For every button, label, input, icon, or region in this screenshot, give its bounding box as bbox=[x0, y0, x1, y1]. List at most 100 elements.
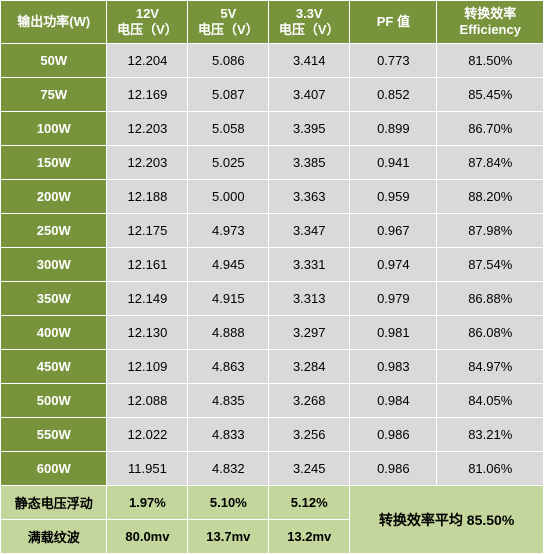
cell-pf: 0.773 bbox=[350, 44, 437, 78]
cell-12v: 12.161 bbox=[107, 248, 188, 282]
float-5v: 5.10% bbox=[188, 486, 269, 520]
cell-5v: 4.863 bbox=[188, 350, 269, 384]
cell-3v3: 3.385 bbox=[269, 146, 350, 180]
cell-efficiency: 87.54% bbox=[437, 248, 544, 282]
cell-pf: 0.899 bbox=[350, 112, 437, 146]
cell-5v: 5.000 bbox=[188, 180, 269, 214]
cell-12v: 12.022 bbox=[107, 418, 188, 452]
header-3v3-l1: 3.3V bbox=[296, 6, 323, 21]
cell-efficiency: 81.50% bbox=[437, 44, 544, 78]
power-label: 200W bbox=[1, 180, 107, 214]
cell-pf: 0.986 bbox=[350, 452, 437, 486]
header-eff-l2: Efficiency bbox=[460, 22, 521, 37]
header-3v3: 3.3V电压（V） bbox=[269, 1, 350, 44]
power-label: 400W bbox=[1, 316, 107, 350]
cell-3v3: 3.313 bbox=[269, 282, 350, 316]
power-label: 100W bbox=[1, 112, 107, 146]
power-label: 75W bbox=[1, 78, 107, 112]
cell-efficiency: 86.08% bbox=[437, 316, 544, 350]
header-row: 输出功率(W) 12V电压（V） 5V电压（V） 3.3V电压（V） PF 值 … bbox=[1, 1, 544, 44]
cell-5v: 5.058 bbox=[188, 112, 269, 146]
cell-pf: 0.852 bbox=[350, 78, 437, 112]
cell-efficiency: 86.88% bbox=[437, 282, 544, 316]
power-label: 600W bbox=[1, 452, 107, 486]
cell-3v3: 3.245 bbox=[269, 452, 350, 486]
cell-efficiency: 88.20% bbox=[437, 180, 544, 214]
table-row: 150W12.2035.0253.3850.94187.84% bbox=[1, 146, 544, 180]
cell-5v: 4.832 bbox=[188, 452, 269, 486]
header-5v: 5V电压（V） bbox=[188, 1, 269, 44]
cell-3v3: 3.347 bbox=[269, 214, 350, 248]
table-row: 250W12.1754.9733.3470.96787.98% bbox=[1, 214, 544, 248]
header-5v-l1: 5V bbox=[220, 6, 236, 21]
ripple-12v: 80.0mv bbox=[107, 520, 188, 554]
cell-5v: 4.835 bbox=[188, 384, 269, 418]
cell-pf: 0.983 bbox=[350, 350, 437, 384]
cell-5v: 5.025 bbox=[188, 146, 269, 180]
table-row: 100W12.2035.0583.3950.89986.70% bbox=[1, 112, 544, 146]
cell-3v3: 3.414 bbox=[269, 44, 350, 78]
table-row: 200W12.1885.0003.3630.95988.20% bbox=[1, 180, 544, 214]
table-row: 300W12.1614.9453.3310.97487.54% bbox=[1, 248, 544, 282]
power-label: 250W bbox=[1, 214, 107, 248]
cell-12v: 12.169 bbox=[107, 78, 188, 112]
header-3v3-l2: 电压（V） bbox=[279, 22, 340, 37]
float-label: 静态电压浮动 bbox=[1, 486, 107, 520]
power-label: 50W bbox=[1, 44, 107, 78]
cell-5v: 5.086 bbox=[188, 44, 269, 78]
header-5v-l2: 电压（V） bbox=[198, 22, 259, 37]
power-label: 500W bbox=[1, 384, 107, 418]
cell-pf: 0.984 bbox=[350, 384, 437, 418]
power-label: 550W bbox=[1, 418, 107, 452]
ripple-5v: 13.7mv bbox=[188, 520, 269, 554]
cell-efficiency: 85.45% bbox=[437, 78, 544, 112]
table-row: 600W11.9514.8323.2450.98681.06% bbox=[1, 452, 544, 486]
cell-efficiency: 87.84% bbox=[437, 146, 544, 180]
cell-pf: 0.974 bbox=[350, 248, 437, 282]
cell-12v: 12.203 bbox=[107, 112, 188, 146]
table-row: 75W12.1695.0873.4070.85285.45% bbox=[1, 78, 544, 112]
cell-efficiency: 86.70% bbox=[437, 112, 544, 146]
ripple-label: 满载纹波 bbox=[1, 520, 107, 554]
table-row: 400W12.1304.8883.2970.98186.08% bbox=[1, 316, 544, 350]
avg-efficiency: 转换效率平均 85.50% bbox=[350, 486, 544, 554]
ripple-3v3: 13.2mv bbox=[269, 520, 350, 554]
header-eff-l1: 转换效率 bbox=[464, 6, 516, 21]
cell-pf: 0.979 bbox=[350, 282, 437, 316]
header-12v: 12V电压（V） bbox=[107, 1, 188, 44]
cell-pf: 0.967 bbox=[350, 214, 437, 248]
cell-3v3: 3.256 bbox=[269, 418, 350, 452]
cell-12v: 12.175 bbox=[107, 214, 188, 248]
float-3v3: 5.12% bbox=[269, 486, 350, 520]
cell-3v3: 3.284 bbox=[269, 350, 350, 384]
header-12v-l1: 12V bbox=[136, 6, 159, 21]
table-row: 50W12.2045.0863.4140.77381.50% bbox=[1, 44, 544, 78]
table-row: 550W12.0224.8333.2560.98683.21% bbox=[1, 418, 544, 452]
cell-12v: 12.088 bbox=[107, 384, 188, 418]
cell-5v: 4.973 bbox=[188, 214, 269, 248]
header-power: 输出功率(W) bbox=[1, 1, 107, 44]
header-pf: PF 值 bbox=[350, 1, 437, 44]
cell-pf: 0.941 bbox=[350, 146, 437, 180]
table-row: 350W12.1494.9153.3130.97986.88% bbox=[1, 282, 544, 316]
cell-efficiency: 87.98% bbox=[437, 214, 544, 248]
cell-3v3: 3.363 bbox=[269, 180, 350, 214]
power-label: 450W bbox=[1, 350, 107, 384]
cell-5v: 4.915 bbox=[188, 282, 269, 316]
power-label: 350W bbox=[1, 282, 107, 316]
cell-pf: 0.981 bbox=[350, 316, 437, 350]
cell-3v3: 3.331 bbox=[269, 248, 350, 282]
cell-5v: 4.945 bbox=[188, 248, 269, 282]
header-12v-l2: 电压（V） bbox=[117, 22, 178, 37]
psu-data-table: 输出功率(W) 12V电压（V） 5V电压（V） 3.3V电压（V） PF 值 … bbox=[0, 0, 544, 554]
cell-efficiency: 84.97% bbox=[437, 350, 544, 384]
cell-pf: 0.959 bbox=[350, 180, 437, 214]
cell-12v: 12.204 bbox=[107, 44, 188, 78]
cell-12v: 12.109 bbox=[107, 350, 188, 384]
cell-5v: 4.833 bbox=[188, 418, 269, 452]
cell-efficiency: 84.05% bbox=[437, 384, 544, 418]
cell-3v3: 3.407 bbox=[269, 78, 350, 112]
header-efficiency: 转换效率Efficiency bbox=[437, 1, 544, 44]
cell-5v: 4.888 bbox=[188, 316, 269, 350]
cell-efficiency: 81.06% bbox=[437, 452, 544, 486]
